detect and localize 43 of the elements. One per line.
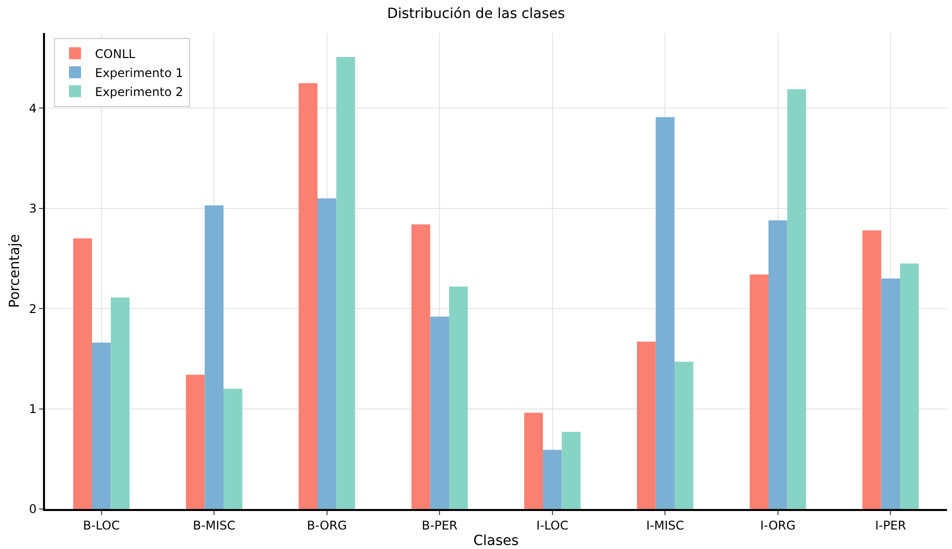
x-axis-title: Clases <box>473 533 519 549</box>
bar <box>204 205 224 509</box>
x-tick-label: B-MISC <box>192 518 236 532</box>
bar <box>787 89 806 509</box>
bar <box>224 388 242 509</box>
x-tick-label: I-MISC <box>646 518 684 532</box>
legend-label: Experimento 2 <box>95 84 184 99</box>
bar <box>750 274 768 509</box>
bar <box>411 224 430 509</box>
bar <box>186 374 205 509</box>
bar <box>656 117 675 509</box>
y-axis-title: Porcentaje <box>7 234 24 308</box>
y-tick-label: 1 <box>28 402 37 416</box>
bar <box>110 298 130 509</box>
bar <box>524 412 543 509</box>
bar <box>862 230 882 509</box>
x-tick-label: I-LOC <box>536 518 568 532</box>
bar <box>562 432 581 509</box>
bar <box>636 342 656 509</box>
legend-label: CONLL <box>95 46 136 61</box>
y-tick-label: 4 <box>28 101 37 116</box>
x-tick-label: B-PER <box>422 518 458 532</box>
bar <box>449 286 468 509</box>
bar <box>298 83 318 509</box>
legend-label: Experimento 1 <box>95 66 184 80</box>
bar <box>674 362 694 509</box>
bar <box>92 342 111 509</box>
bar <box>768 220 788 509</box>
y-tick-label: 2 <box>28 302 37 316</box>
bar <box>73 238 92 509</box>
bar <box>317 198 336 509</box>
y-tick-label: 0 <box>28 502 37 516</box>
bar <box>542 450 562 509</box>
chart-title: Distribución de las clases <box>387 6 565 22</box>
x-tick-label: I-PER <box>875 518 906 532</box>
bar <box>336 57 356 509</box>
bar <box>430 316 450 509</box>
bar <box>900 263 919 509</box>
y-tick-label: 3 <box>28 202 37 216</box>
x-tick-label: B-LOC <box>83 518 120 532</box>
bar <box>881 278 900 509</box>
x-tick-label: I-ORG <box>760 518 796 532</box>
x-tick-label: B-ORG <box>306 518 347 532</box>
